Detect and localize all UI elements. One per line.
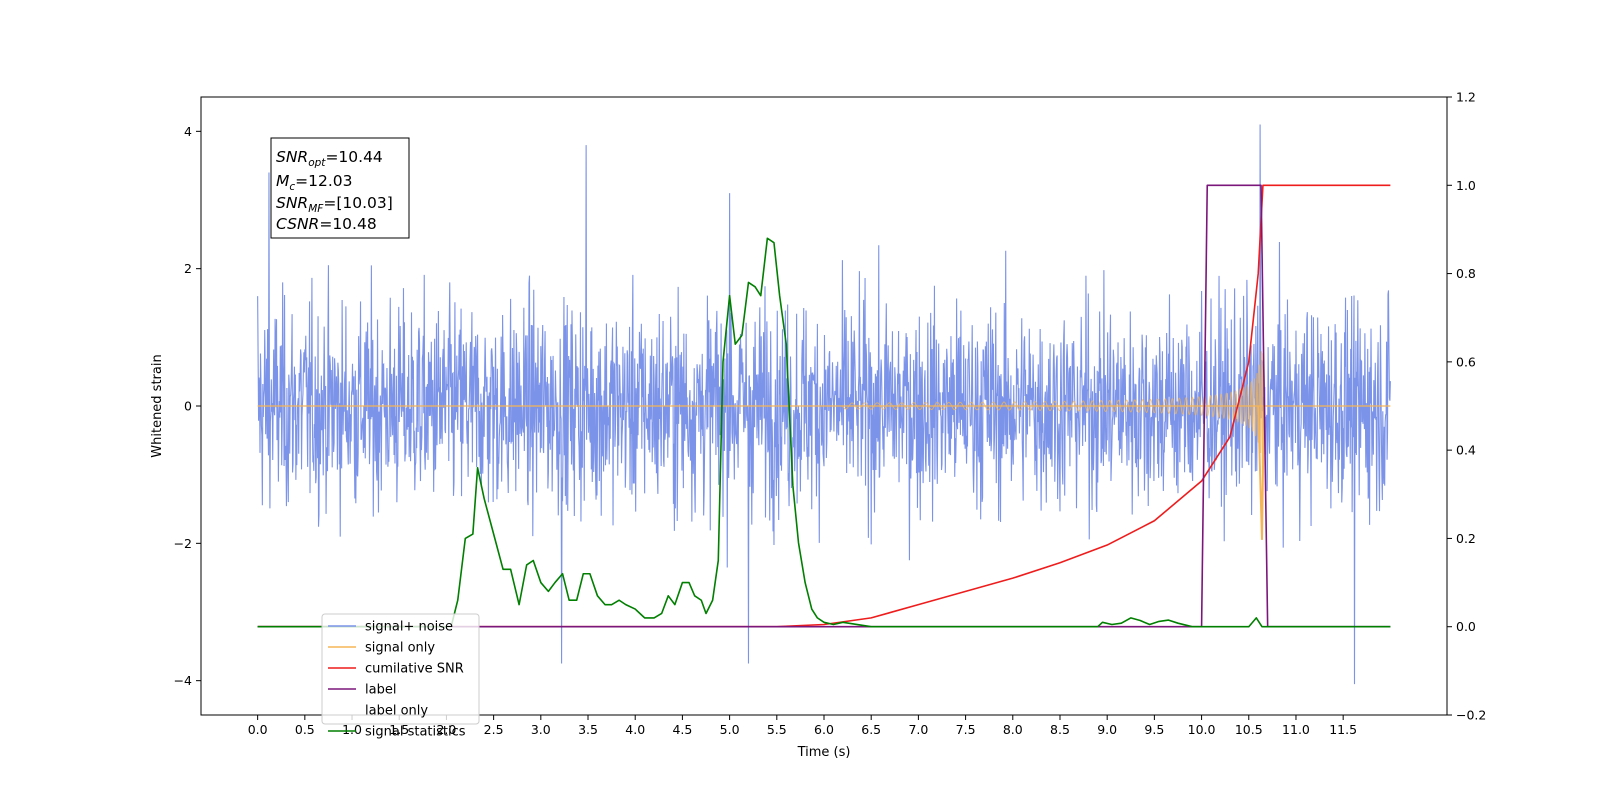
y2-tick-label: 1.2 — [1456, 90, 1476, 105]
y2-tick-label: 0.6 — [1456, 354, 1476, 369]
series-signal-only-line — [842, 351, 1264, 473]
y-tick-label: −2 — [174, 536, 192, 551]
y-tick-label: 4 — [184, 124, 192, 139]
series-signal-noise-line — [257, 124, 1391, 685]
y2-tick-label: 0.2 — [1456, 531, 1476, 546]
x-tick-label: 7.5 — [956, 722, 976, 737]
x-tick-label: 0.0 — [248, 722, 268, 737]
x-tick-label: 2.5 — [484, 722, 504, 737]
annotation-snr-opt: SNRopt=10.44 — [276, 148, 383, 169]
x-tick-label: 9.0 — [1097, 722, 1117, 737]
x-tick-label: 6.0 — [814, 722, 834, 737]
annotation-frame — [270, 137, 410, 239]
annotation-csnr: CSNR=10.48 — [276, 215, 377, 233]
x-tick-label: 11.0 — [1282, 722, 1310, 737]
x-tick-label: 2.0 — [436, 722, 456, 737]
y2-tick-label: 1.0 — [1456, 178, 1476, 193]
y-tick-label: 2 — [184, 261, 192, 276]
x-tick-label: 3.5 — [578, 722, 598, 737]
signal-layer — [257, 351, 1391, 540]
x-tick-label: 4.0 — [625, 722, 645, 737]
x-tick-label: 5.5 — [767, 722, 787, 737]
legend-label: label — [365, 683, 396, 698]
legend: signal+ noise signal only cumilative SNR la… — [321, 613, 480, 740]
x-tick-label: 5.0 — [720, 722, 740, 737]
x-tick-label: 8.5 — [1050, 722, 1070, 737]
x-tick-label: 1.5 — [389, 722, 409, 737]
y2-tick-label: −0.2 — [1456, 708, 1486, 723]
x-tick-label: 0.5 — [295, 722, 315, 737]
y-tick-label: −4 — [174, 673, 192, 688]
x-tick-label: 6.5 — [861, 722, 881, 737]
x-tick-label: 11.5 — [1329, 722, 1357, 737]
annotation-mc: Mc=12.03 — [276, 172, 353, 193]
legend-label: signal+ noise — [365, 620, 453, 635]
x-tick-label: 10.5 — [1235, 722, 1263, 737]
frame-layer: 0.0 0.5 1.0 1.5 2.0 2.5 3.0 3.5 4.0 4.5 5.0 5.5 6.0 6… — [150, 90, 1486, 761]
legend-label: signal only — [365, 641, 435, 656]
series-signal-statisticsline — [257, 237, 1391, 628]
noise-layer — [257, 124, 1391, 685]
y2-tick-label: 0.4 — [1456, 443, 1476, 458]
x-axis-label: Time (s) — [797, 745, 851, 760]
legend-label: cumilative SNR — [365, 662, 464, 677]
legend-frame — [321, 613, 480, 725]
series-signal-only-merger — [1257, 405, 1265, 540]
x-tick-label: 1.0 — [342, 722, 362, 737]
legend-label: signal statistics — [365, 725, 466, 740]
x-tick-label: 7.0 — [908, 722, 928, 737]
annotation-snr-mf: SNRMF=[10.03] — [276, 194, 393, 215]
stat-layer — [257, 184, 1391, 628]
x-tick-label: 3.0 — [531, 722, 551, 737]
y-axis-label: Whitened strain — [150, 354, 165, 457]
legend-label: label only — [365, 704, 428, 719]
annotation-box: SNRopt=10.44 Mc=12.03 SNRMF=[10.03] CSNR… — [270, 137, 410, 239]
y-tick-label: 0 — [184, 399, 192, 414]
y2-tick-label: 0.0 — [1456, 619, 1476, 634]
x-tick-label: 9.5 — [1144, 722, 1164, 737]
series-cumilative-snrline — [257, 184, 1391, 628]
x-tick-label: 10.0 — [1188, 722, 1216, 737]
y2-tick-label: 0.8 — [1456, 266, 1476, 281]
x-tick-label: 8.0 — [1003, 722, 1023, 737]
x-tick-label: 4.5 — [672, 722, 692, 737]
